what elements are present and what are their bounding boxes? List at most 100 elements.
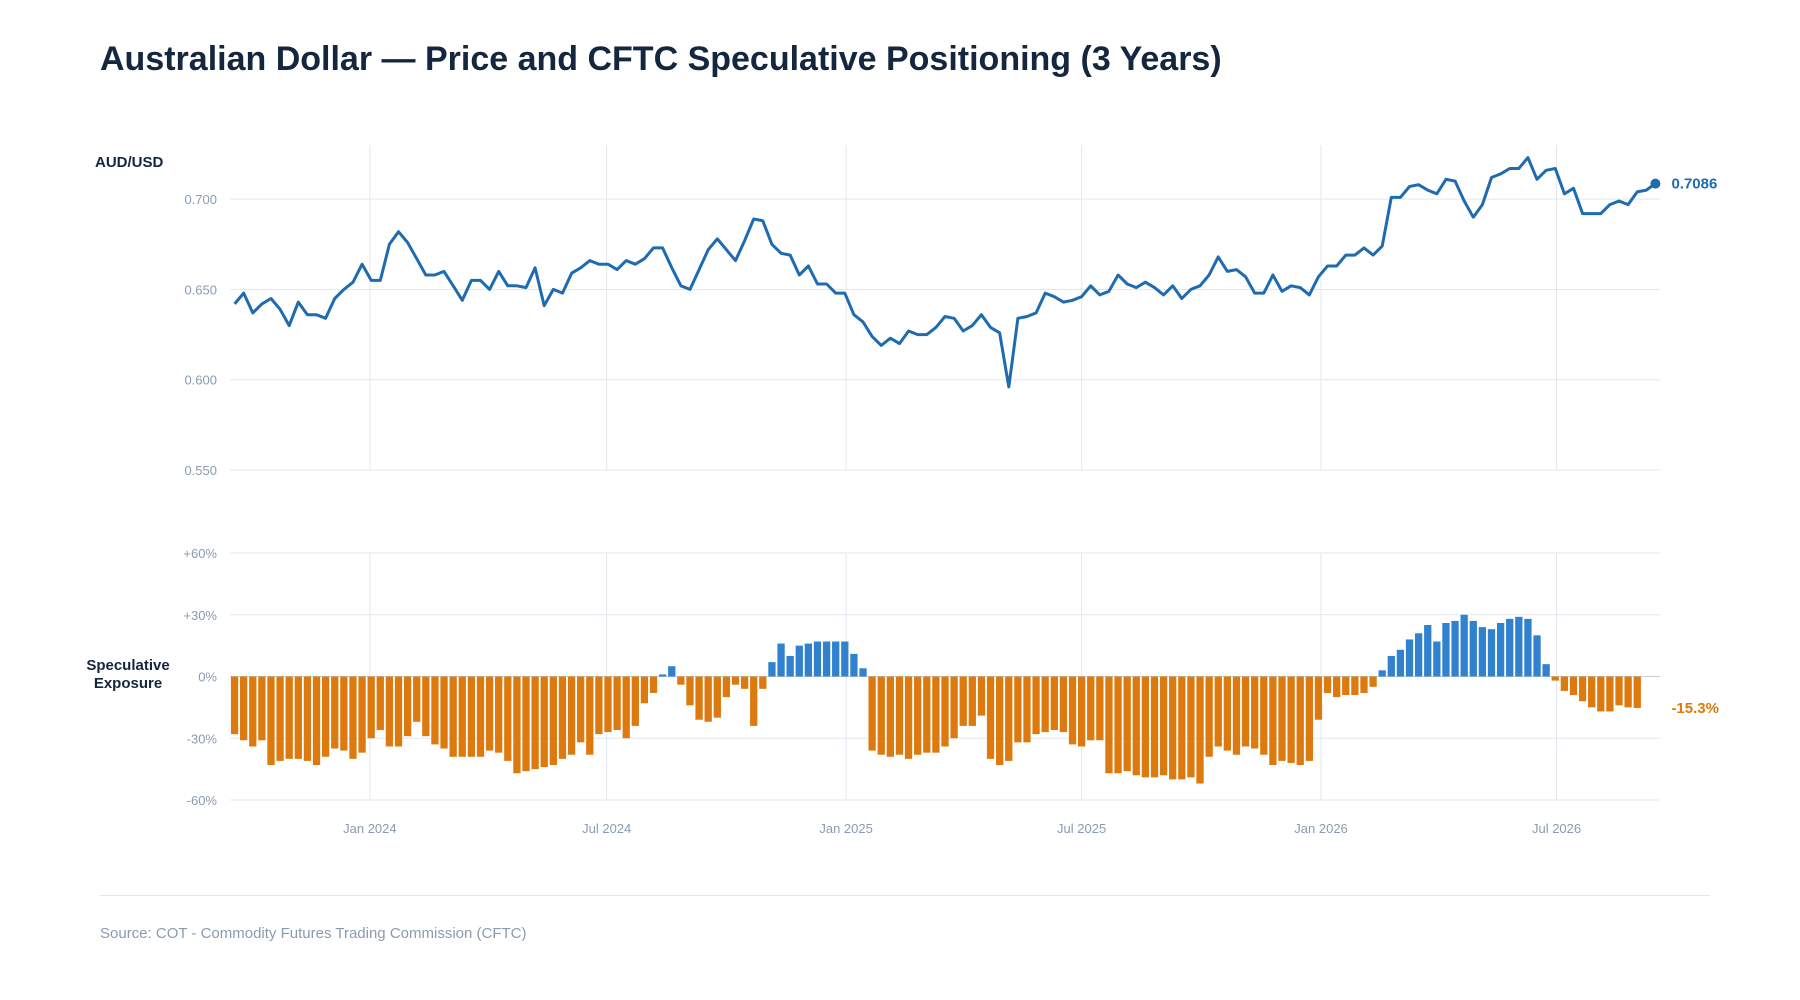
exposure-bar — [1342, 676, 1350, 696]
exposure-bar — [1050, 676, 1058, 731]
x-tick-label: Jul 2025 — [1057, 821, 1106, 836]
exposure-bar — [1005, 676, 1013, 761]
x-tick-label: Jan 2025 — [819, 821, 873, 836]
exposure-bar — [1442, 622, 1450, 677]
exposure-bar — [513, 676, 521, 774]
exposure-bar — [258, 676, 266, 741]
exposure-bar — [349, 676, 357, 759]
exposure-bar — [686, 676, 694, 706]
exposure-bar — [795, 645, 803, 677]
exposure-bar — [759, 676, 767, 689]
price-line — [233, 156, 1657, 389]
x-tick-label: Jan 2024 — [343, 821, 397, 836]
exposure-bar — [531, 676, 539, 770]
x-tick-label: Jan 2026 — [1294, 821, 1348, 836]
exposure-bar — [1123, 676, 1131, 772]
exposure-bar — [932, 676, 940, 753]
exposure-bar — [1096, 676, 1104, 741]
exposure-bar — [986, 676, 995, 759]
exposure-bar — [1077, 676, 1086, 747]
exposure-bar — [713, 676, 721, 718]
exposure-bar — [385, 676, 394, 747]
exposure-bar — [886, 676, 894, 757]
exposure-bar — [996, 676, 1004, 766]
exposure-bar — [1150, 676, 1159, 778]
exposure-y-tick-label: +30% — [183, 608, 217, 623]
exposure-bar — [467, 676, 476, 757]
exposure-bar — [1278, 676, 1286, 761]
exposure-bar — [1087, 676, 1095, 741]
exposure-bar — [1214, 676, 1222, 747]
exposure-y-tick-label: 0% — [198, 670, 217, 685]
exposure-bar — [376, 676, 384, 731]
exposure-bar — [1223, 676, 1231, 751]
exposure-bar — [1287, 676, 1295, 763]
exposure-bar — [1542, 664, 1550, 677]
exposure-bar — [1569, 676, 1578, 696]
exposure-bar — [1433, 641, 1441, 677]
exposure-bar — [1515, 616, 1523, 677]
exposure-bar — [841, 641, 849, 677]
exposure-bar — [549, 676, 557, 766]
exposure-bar — [1496, 622, 1505, 677]
exposure-bar — [230, 676, 239, 735]
exposure-bar — [267, 676, 275, 766]
exposure-bar — [312, 676, 321, 766]
exposure-bar — [285, 676, 293, 759]
exposure-bar — [1232, 676, 1241, 755]
price-y-tick-label: 0.650 — [184, 282, 217, 297]
exposure-bar — [458, 676, 466, 757]
exposure-bar — [941, 676, 949, 747]
exposure-bar — [431, 676, 439, 745]
exposure-bar — [1560, 676, 1569, 691]
exposure-y-tick-label: -60% — [187, 793, 218, 808]
exposure-bar — [1524, 618, 1532, 677]
price-y-tick-label: 0.600 — [184, 373, 217, 388]
exposure-bar — [1141, 676, 1150, 778]
exposure-bar — [1460, 614, 1468, 677]
exposure-bar — [1269, 676, 1277, 766]
exposure-bar — [868, 676, 876, 751]
exposure-bar — [1487, 629, 1496, 677]
exposure-bar — [1405, 639, 1414, 677]
exposure-bar — [1387, 655, 1395, 677]
exposure-bar — [1478, 627, 1487, 677]
price-last-value-label: 0.7086 — [1671, 176, 1717, 193]
exposure-bar — [704, 676, 712, 722]
exposure-bar — [1251, 676, 1259, 749]
exposure-bar — [1032, 676, 1040, 735]
exposure-bar — [1414, 633, 1423, 677]
exposure-bar — [768, 662, 776, 677]
exposure-bar — [731, 676, 740, 685]
exposure-bar — [358, 676, 366, 753]
exposure-bar — [1105, 676, 1113, 774]
exposure-bar — [1506, 618, 1514, 677]
exposure-bar — [1578, 676, 1587, 702]
exposure-bar — [1606, 676, 1614, 712]
exposure-bar — [1178, 676, 1186, 780]
exposure-bar — [1068, 676, 1077, 745]
exposure-bar — [1023, 676, 1031, 743]
exposure-bar — [1378, 670, 1386, 677]
exposure-bar — [1360, 676, 1368, 693]
exposure-bars — [230, 614, 1641, 784]
price-last-point — [1650, 178, 1661, 189]
exposure-bar — [1169, 676, 1177, 780]
exposure-bar — [495, 676, 503, 753]
exposure-bar — [249, 676, 257, 747]
exposure-bar — [1533, 635, 1541, 677]
exposure-bar — [1205, 676, 1213, 757]
exposure-bar — [914, 676, 922, 755]
exposure-bar — [1159, 676, 1168, 776]
labels-layer: Jan 2024 Jul 2024 Jan 2025 Jul 2025 Jan 2026… — [86, 154, 1719, 836]
exposure-bar — [422, 676, 430, 737]
exposure-bar — [622, 676, 630, 739]
exposure-bar — [540, 676, 548, 768]
exposure-bar — [968, 676, 976, 726]
exposure-bar — [1351, 676, 1359, 696]
exposure-bar — [1014, 676, 1022, 743]
exposure-bar — [1333, 676, 1341, 698]
exposure-bar — [1187, 676, 1195, 778]
exposure-bar — [476, 676, 485, 757]
